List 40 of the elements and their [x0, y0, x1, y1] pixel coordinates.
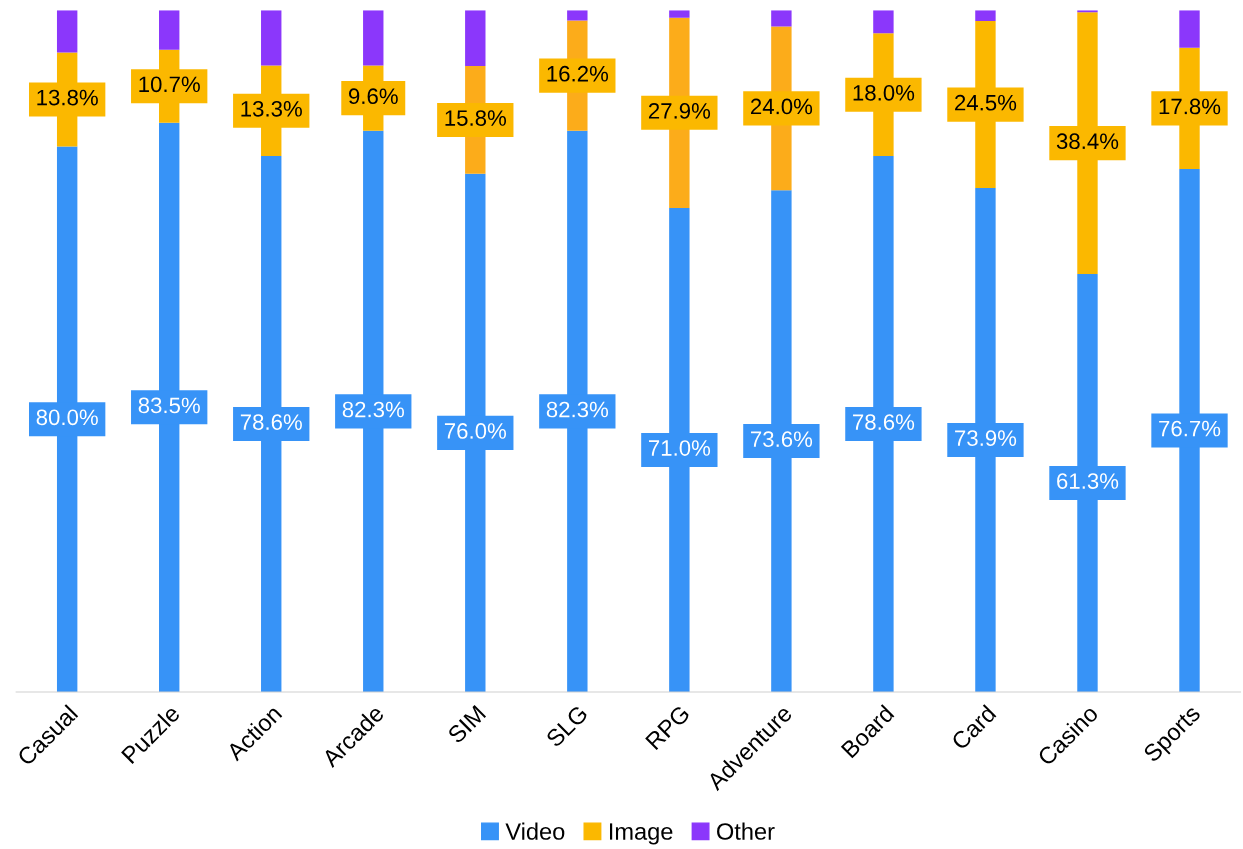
data-label: 17.8%	[1159, 98, 1221, 115]
data-label: 82.3%	[546, 401, 609, 418]
data-label: 15.8%	[445, 110, 507, 126]
bar	[1179, 10, 1200, 48]
legend-label: Other	[717, 822, 775, 840]
bar	[669, 10, 690, 18]
data-label: 38.4%	[1056, 133, 1119, 150]
legend-label: Image	[609, 823, 673, 845]
data-label: 82.3%	[342, 401, 404, 418]
data-label: 76.7%	[1159, 420, 1221, 437]
data-label: 27.9%	[648, 103, 711, 119]
data-label: 13.8%	[37, 89, 98, 106]
x-tick-label: SIM	[446, 704, 487, 745]
bar	[567, 10, 588, 21]
bar	[56, 10, 78, 53]
data-label: 83.5%	[138, 397, 200, 414]
data-label: 24.0%	[751, 98, 813, 115]
data-label: 24.5%	[955, 94, 1017, 111]
data-label: 61.3%	[1057, 473, 1119, 489]
data-label: 73.6%	[751, 431, 813, 448]
bar	[873, 10, 894, 34]
bar	[159, 10, 180, 50]
bar	[363, 10, 384, 66]
data-label: 18.0%	[853, 84, 915, 101]
data-label: 10.7%	[139, 76, 200, 93]
data-label: 13.3%	[241, 100, 302, 117]
bar	[261, 10, 282, 66]
data-label: 78.6%	[240, 414, 302, 430]
data-label: 80.0%	[36, 409, 98, 426]
bar	[771, 10, 792, 27]
legend-label: Video	[505, 822, 565, 840]
data-label: 16.2%	[547, 65, 609, 82]
data-label: 73.9%	[955, 430, 1017, 446]
bar	[975, 10, 996, 22]
bar	[465, 10, 486, 67]
data-label: 76.0%	[444, 423, 507, 439]
data-label: 9.6%	[348, 88, 398, 105]
x-tick-label: SLG	[545, 704, 589, 748]
data-label: 71.0%	[648, 440, 711, 456]
data-label: 78.6%	[853, 414, 915, 430]
